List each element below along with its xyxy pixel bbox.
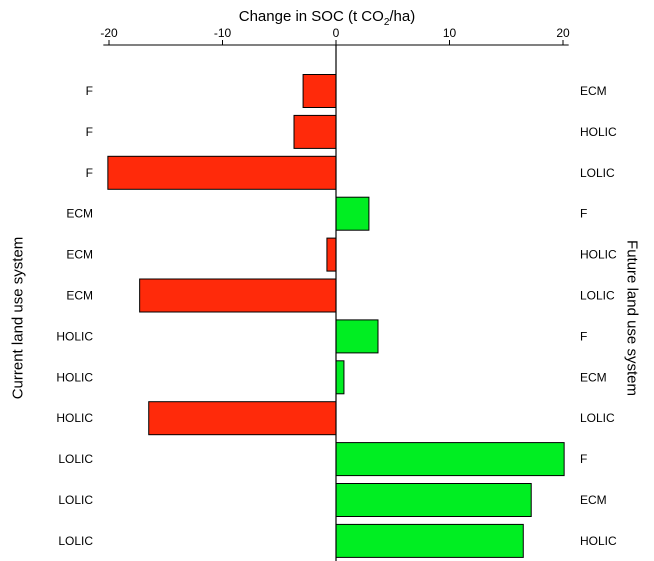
bar [335, 360, 345, 395]
current-category-label: HOLIC [56, 411, 93, 425]
x-tick-label: 0 [333, 26, 340, 40]
future-category-label: HOLIC [580, 248, 617, 262]
current-category-label: HOLIC [56, 329, 93, 343]
x-tick-label: -10 [214, 26, 232, 40]
bar [302, 74, 337, 108]
future-category-label: LOLIC [580, 289, 615, 303]
x-tick-label: -20 [100, 26, 118, 40]
bar [107, 155, 337, 190]
future-category-label: HOLIC [580, 125, 617, 139]
bar [335, 523, 524, 558]
future-category-label: LOLIC [580, 411, 615, 425]
bar [293, 114, 337, 149]
current-category-label: F [86, 84, 93, 98]
current-category-label: F [86, 166, 93, 180]
current-category-label: ECM [66, 248, 93, 262]
future-category-label: F [580, 452, 587, 466]
current-category-label: LOLIC [58, 534, 93, 548]
future-category-label: ECM [580, 370, 607, 384]
bar [335, 483, 532, 517]
current-category-label: ECM [66, 289, 93, 303]
future-category-label: F [580, 207, 587, 221]
x-tick-label: 20 [556, 26, 570, 40]
future-category-label: ECM [580, 493, 607, 507]
current-category-label: LOLIC [58, 493, 93, 507]
x-tick-label: 10 [443, 26, 457, 40]
future-category-label: F [580, 329, 587, 343]
bar [326, 237, 337, 272]
future-category-label: LOLIC [580, 166, 615, 180]
bar [335, 319, 379, 354]
chart-title: Change in SOC (t CO2/ha) [238, 8, 416, 28]
bar [335, 442, 565, 477]
current-category-label: HOLIC [56, 370, 93, 384]
current-category-label: ECM [66, 207, 93, 221]
future-category-label: ECM [580, 84, 607, 98]
bar [335, 196, 370, 231]
bar [148, 401, 337, 436]
future-category-label: HOLIC [580, 534, 617, 548]
bar [139, 278, 337, 313]
current-category-label: LOLIC [58, 452, 93, 466]
current-category-label: F [86, 125, 93, 139]
